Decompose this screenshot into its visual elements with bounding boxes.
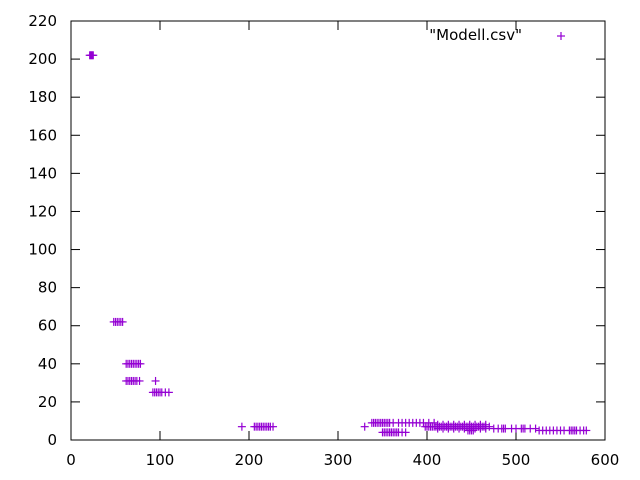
x-tick-label: 500 xyxy=(502,451,531,469)
y-tick-label: 80 xyxy=(38,279,57,297)
x-tick-label: 0 xyxy=(66,451,76,469)
tick-labels: 0 100 200 300 400 500 600 0 20 40 60 80 100 120 140 160… xyxy=(28,12,619,469)
legend: "Modell.csv" xyxy=(429,26,565,44)
data-point xyxy=(151,376,160,385)
x-tick-label: 300 xyxy=(324,451,353,469)
data-point xyxy=(469,426,478,435)
y-tick-label: 160 xyxy=(28,126,57,144)
y-tick-label: 120 xyxy=(28,202,57,220)
y-tick-label: 20 xyxy=(38,393,57,411)
data-points xyxy=(85,51,591,437)
plot-frame xyxy=(70,20,606,441)
legend-marker-plus xyxy=(557,32,565,40)
data-point xyxy=(269,422,278,431)
tick-marks xyxy=(70,20,606,441)
x-tick-label: 200 xyxy=(235,451,264,469)
data-point xyxy=(531,424,540,433)
y-tick-label: 100 xyxy=(28,241,57,259)
axes xyxy=(70,20,606,441)
y-tick-label: 200 xyxy=(28,50,57,68)
x-tick-label: 600 xyxy=(591,451,620,469)
y-tick-label: 180 xyxy=(28,88,57,106)
data-point xyxy=(136,359,145,368)
data-point xyxy=(164,388,173,397)
data-point xyxy=(481,420,490,429)
data-point xyxy=(135,376,144,385)
data-point xyxy=(582,426,591,435)
y-tick-label: 40 xyxy=(38,355,57,373)
data-point xyxy=(401,428,410,437)
x-tick-label: 100 xyxy=(146,451,175,469)
data-point xyxy=(237,422,246,431)
y-tick-label: 0 xyxy=(47,431,57,449)
data-point xyxy=(118,317,127,326)
legend-label: "Modell.csv" xyxy=(429,26,522,44)
y-tick-label: 220 xyxy=(28,12,57,30)
data-point xyxy=(89,51,98,60)
y-tick-label: 60 xyxy=(38,317,57,335)
legend-marker xyxy=(557,32,565,40)
data-point xyxy=(485,422,494,431)
x-tick-label: 400 xyxy=(413,451,442,469)
data-point xyxy=(360,422,369,431)
y-tick-label: 140 xyxy=(28,164,57,182)
